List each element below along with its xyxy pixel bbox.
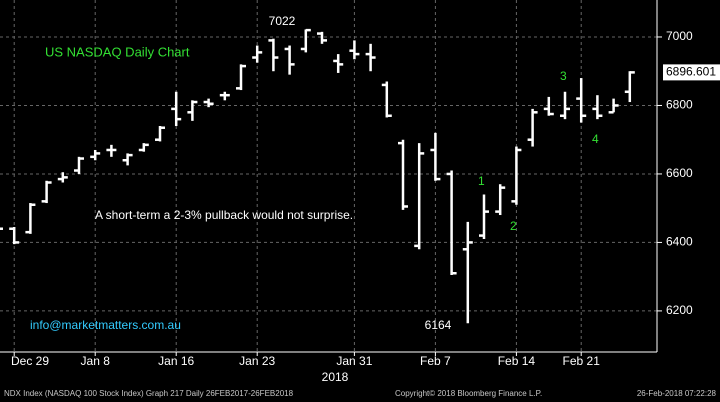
footer: NDX Index (NASDAQ 100 Stock Index) Graph… bbox=[4, 389, 294, 398]
annotation: 4 bbox=[592, 132, 599, 146]
x-tick-label: Jan 16 bbox=[158, 354, 194, 368]
x-tick-label: Feb 21 bbox=[563, 354, 601, 368]
x-tick-label: Dec 29 bbox=[11, 354, 49, 368]
annotation: A short-term a 2-3% pullback would not s… bbox=[95, 208, 353, 222]
x-tick-label: Jan 23 bbox=[239, 354, 275, 368]
annotation: 3 bbox=[560, 69, 567, 83]
annotation: 2 bbox=[510, 219, 517, 233]
x-axis-label: 2018 bbox=[322, 370, 349, 384]
y-tick-label: 6800 bbox=[666, 98, 693, 112]
annotation: 1 bbox=[478, 174, 485, 188]
y-tick-label: 7000 bbox=[666, 29, 693, 43]
price-tag bbox=[663, 64, 720, 81]
low-label: 6164 bbox=[425, 318, 452, 332]
y-tick-label: 6200 bbox=[666, 303, 693, 317]
y-tick-label: 6400 bbox=[666, 235, 693, 249]
footer: Copyright© 2018 Bloomberg Finance L.P. bbox=[395, 389, 542, 398]
price-tag-label: 6896.601 bbox=[666, 65, 716, 79]
x-tick-label: Feb 7 bbox=[420, 354, 451, 368]
annotation: info@marketmatters.com.au bbox=[30, 318, 181, 332]
x-tick-label: Jan 31 bbox=[336, 354, 372, 368]
chart-title: US NASDAQ Daily Chart bbox=[45, 44, 190, 59]
x-tick-label: Jan 8 bbox=[81, 354, 111, 368]
x-tick-label: Feb 14 bbox=[498, 354, 536, 368]
footer: 26-Feb-2018 07:22:28 bbox=[637, 389, 717, 398]
y-tick-label: 6600 bbox=[666, 166, 693, 180]
high-label: 7022 bbox=[269, 14, 296, 28]
